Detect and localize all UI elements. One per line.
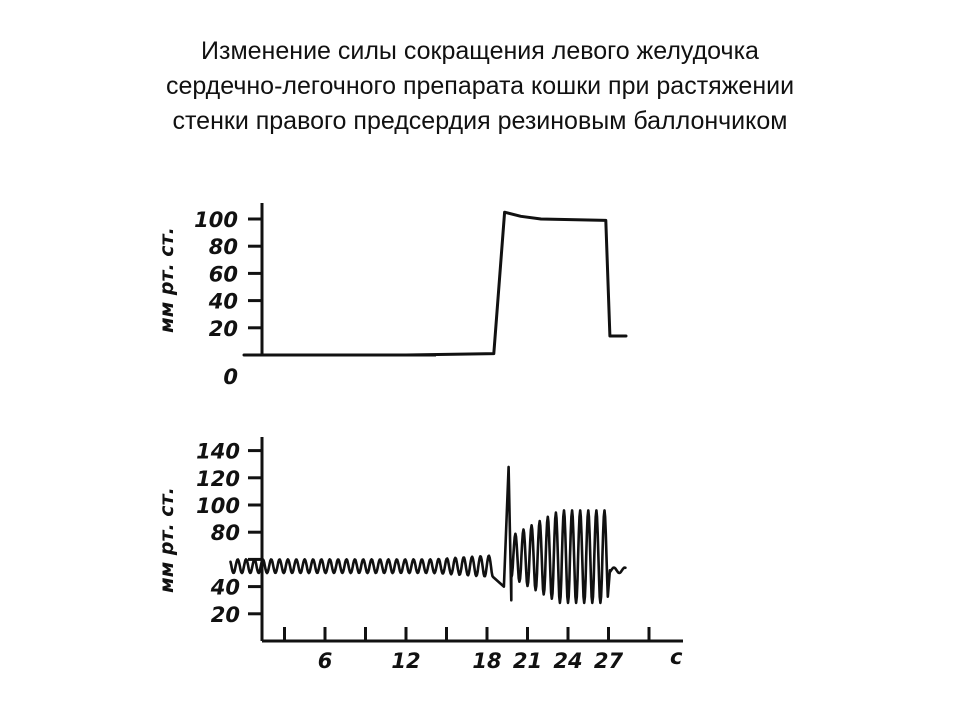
top-ytick-label: 100 [194, 208, 238, 232]
top-ytick-label: 0 [223, 365, 238, 389]
bottom-ytick-label: 40 [210, 576, 240, 600]
bottom-xtick-label: 12 [391, 649, 420, 673]
slide-title: Изменение силы сокращения левого желудоч… [0, 34, 960, 139]
bottom-chart: 20 40 80 100 120 140 6 12 18 21 24 27 мм рт. ст. с [156, 437, 683, 673]
top-chart: 0 20 40 60 80 100 мм рт. ст. [156, 203, 628, 389]
title-line-3: стенки правого предсердия резиновым балл… [172, 107, 788, 135]
top-y-axis-label: мм рт. ст. [156, 227, 178, 333]
bottom-xtick-label: 6 [318, 649, 333, 673]
title-line-2: сердечно-легочного препарата кошки при р… [165, 72, 795, 100]
bottom-ytick-label: 80 [211, 521, 240, 545]
title-line-1: Изменение силы сокращения левого желудоч… [201, 37, 759, 65]
top-ytick-label: 60 [209, 262, 238, 286]
top-ytick-label: 20 [209, 317, 238, 341]
bottom-y-axis-label: мм рт. ст. [156, 487, 178, 593]
top-ytick-label: 40 [208, 290, 238, 314]
bottom-xtick-label: 18 [472, 649, 501, 673]
bottom-ytick-label: 140 [196, 440, 240, 464]
top-ytick-label: 80 [209, 235, 238, 259]
bottom-ytick-label: 120 [196, 467, 240, 491]
bottom-ytick-label: 100 [196, 494, 240, 518]
bottom-ytick-label: 20 [211, 603, 240, 627]
bottom-x-unit: с [670, 645, 683, 669]
bottom-xtick-label: 24 [553, 649, 582, 673]
bottom-xtick-label: 21 [513, 649, 542, 673]
bottom-xtick-label: 27 [594, 649, 624, 673]
top-pressure-trace [242, 210, 628, 357]
bottom-pressure-trace [229, 465, 627, 605]
